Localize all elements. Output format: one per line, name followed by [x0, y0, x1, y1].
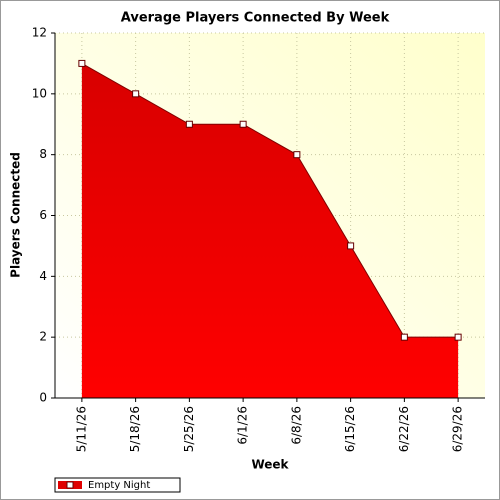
x-tick-label: 6/1/26 — [236, 406, 250, 445]
x-tick-label: 6/29/26 — [451, 406, 465, 452]
marker — [132, 90, 140, 98]
marker — [400, 333, 408, 341]
x-tick-label: 6/15/26 — [343, 406, 357, 452]
x-axis-label: Week — [251, 458, 289, 472]
legend-marker — [66, 481, 74, 489]
x-tick-label: 5/25/26 — [182, 406, 196, 452]
marker — [454, 333, 462, 341]
legend-label: Empty Night — [88, 480, 150, 491]
y-tick-label: 6 — [39, 208, 47, 222]
y-tick-label: 0 — [39, 391, 47, 405]
x-tick-label: 6/22/26 — [397, 406, 411, 452]
chart-title: Average Players Connected By Week — [121, 11, 390, 26]
marker — [293, 151, 301, 159]
legend-box — [54, 477, 181, 493]
x-tick-label: 5/18/26 — [128, 406, 142, 452]
y-tick-label: 2 — [39, 330, 47, 344]
line — [81, 62, 459, 338]
y-tick-label: 10 — [32, 86, 47, 100]
plot: 0 2 4 6 8 10 12 5/11/26 5/18/26 5/25/26 6/1/26 6/8/… — [32, 26, 485, 452]
x-tick-label: 6/8/26 — [289, 406, 303, 445]
area — [81, 63, 459, 399]
marker — [185, 120, 193, 128]
x-tick-label: 5/11/26 — [74, 406, 88, 452]
y-tick-label: 8 — [39, 147, 47, 161]
marker — [239, 120, 247, 128]
legend: Empty Night — [54, 477, 181, 493]
y-tick-label: 4 — [39, 269, 47, 283]
y-axis-label: Players Connected — [9, 152, 23, 278]
y-tick-label: 12 — [32, 26, 47, 40]
marker — [347, 242, 355, 250]
marker — [78, 59, 86, 67]
